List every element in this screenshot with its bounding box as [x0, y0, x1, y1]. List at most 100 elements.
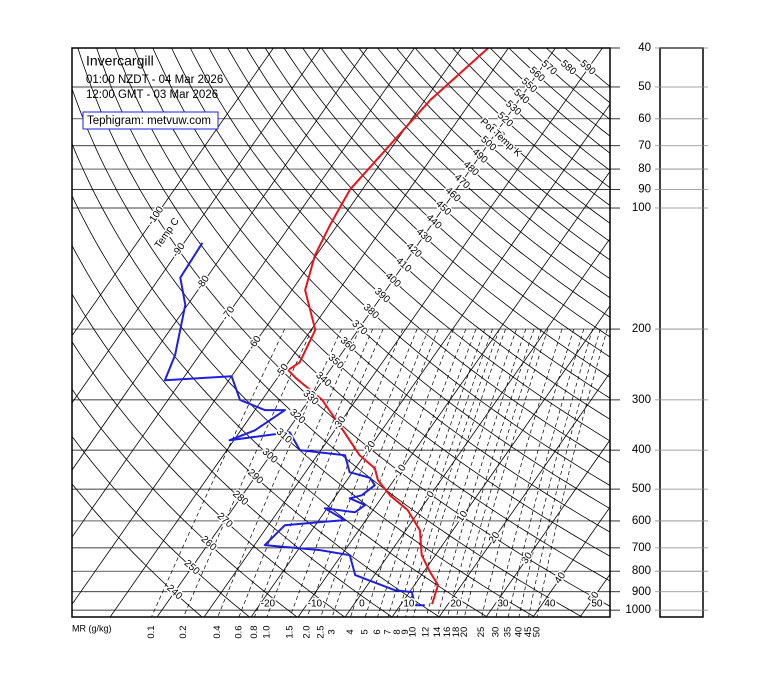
isotherm — [485, 439, 610, 617]
chart-title: Invercargill — [86, 53, 154, 69]
mixing-ratio-label: 35 — [503, 627, 514, 638]
pressure-tick-label: 70 — [638, 140, 651, 152]
mixing-ratio-line — [238, 328, 360, 617]
isentrope — [227, 48, 610, 420]
mixing-ratio-label: 9 — [400, 629, 411, 634]
mixing-ratio-label: 4 — [345, 629, 356, 634]
isentrope — [246, 48, 610, 399]
pressure-tick-label: 300 — [632, 394, 651, 406]
mixing-ratio-line — [183, 328, 313, 617]
temperature-trace — [287, 48, 489, 605]
mixing-ratio-line — [289, 328, 404, 617]
isotherm-bottom-label: 20 — [450, 599, 462, 610]
mixing-ratio-line — [217, 328, 342, 617]
mixing-ratio-label: 0.2 — [178, 625, 189, 638]
mixing-ratio-line — [387, 328, 486, 617]
plot-border — [71, 47, 611, 618]
mixing-ratio-label: 40 — [513, 627, 524, 638]
pressure-tick-label: 600 — [632, 515, 651, 527]
isentrope — [339, 48, 610, 299]
isotherm-bottom-label: 30 — [497, 599, 509, 610]
pressure-tick-label: 700 — [632, 542, 651, 554]
pressure-tick-label: 90 — [638, 184, 651, 196]
pressure-tick-label: 60 — [638, 113, 651, 125]
isentrope — [452, 48, 610, 189]
mixing-ratio-label: 8 — [392, 629, 403, 634]
mixing-ratio-label: 18 — [451, 627, 462, 638]
mixing-ratio-label: 45 — [523, 627, 534, 638]
isotherm — [438, 372, 610, 617]
mixing-ratio-line — [437, 328, 527, 617]
mixing-ratio-label: 10 — [408, 627, 419, 638]
pressure-tick-label: 50 — [638, 81, 651, 93]
isentrope — [358, 48, 610, 280]
isotherm — [297, 170, 610, 617]
isotherm-bottom-label: 50 — [591, 599, 603, 610]
mixing-ratio-line — [481, 328, 563, 617]
pressure-tick-label: 500 — [632, 483, 651, 495]
mixing-ratio-label: 14 — [432, 627, 443, 638]
mixing-ratio-label: 0.6 — [233, 625, 244, 638]
mixing-ratio-line — [463, 328, 549, 617]
pressure-tick-label: 900 — [632, 586, 651, 598]
isentrope — [264, 48, 610, 378]
mixing-ratio-line — [495, 328, 575, 617]
pressure-tick-label: 400 — [632, 444, 651, 456]
isentrope — [433, 48, 610, 206]
annotation: Tephigram: metvuw.com — [87, 115, 211, 127]
isentrope — [72, 142, 536, 617]
mixing-ratio-line — [528, 329, 601, 617]
mixing-ratio-label: 2.5 — [315, 625, 326, 638]
isentrope — [321, 48, 610, 318]
isentrope — [377, 48, 610, 261]
mixing-ratio-line — [151, 328, 285, 617]
isentrope — [72, 194, 488, 617]
mixing-ratio-label: 2.0 — [302, 625, 313, 638]
isentrope — [489, 48, 610, 154]
isotherm-bottom-label: -20 — [261, 599, 276, 610]
mixing-ratio-line — [254, 328, 373, 617]
isentrope — [72, 293, 393, 617]
pressure-tick-label: 100 — [632, 202, 651, 214]
mixing-ratio-label: 0.8 — [249, 625, 260, 638]
mixing-ratio-label: 20 — [459, 627, 470, 638]
mixing-ratio-line — [455, 328, 542, 617]
isentrope — [72, 244, 441, 617]
isentrope — [283, 48, 610, 358]
isotherm — [72, 48, 274, 337]
isentrope — [72, 435, 251, 617]
isotherm — [72, 48, 321, 404]
mixing-ratio-label: 1.0 — [261, 625, 272, 638]
mixing-ratio-line — [536, 329, 608, 617]
isentrope — [189, 48, 610, 464]
mixing-ratio-line — [377, 328, 477, 617]
isotherm-bottom-label: 10 — [403, 599, 415, 610]
isentrope — [72, 340, 346, 617]
isentrope — [302, 48, 610, 338]
mr-axis-label: MR (g/kg) — [72, 623, 112, 633]
chart-subtitle: 01:00 NZDT - 04 Mar 2026 — [86, 74, 223, 86]
isentrope — [208, 48, 610, 442]
mixing-ratio-line — [412, 328, 506, 617]
mixing-ratio-line — [518, 328, 593, 617]
pressure-tick-label: 800 — [632, 565, 651, 577]
isentrope — [414, 48, 610, 224]
mixing-ratio-label: 0.4 — [212, 625, 223, 638]
traces — [163, 48, 489, 607]
mixing-ratio-line — [447, 328, 535, 617]
mixing-ratio-label: 5 — [360, 629, 371, 634]
pressure-tick-label: 80 — [638, 163, 651, 175]
mixing-ratio-line — [306, 328, 418, 617]
isotherm — [391, 305, 610, 617]
isotherm — [203, 48, 603, 617]
mixing-ratio-label: 30 — [490, 627, 501, 638]
annotation-box — [82, 111, 219, 130]
mixing-ratio-label: 3 — [327, 629, 338, 634]
mixing-ratio-label: 16 — [442, 627, 453, 638]
mixing-ratio-line — [425, 328, 517, 617]
isotherm — [109, 48, 509, 617]
pressure-tick-label: 40 — [638, 42, 651, 54]
mixing-ratio-line — [405, 328, 500, 617]
mixing-ratio-label: 7 — [383, 629, 394, 634]
